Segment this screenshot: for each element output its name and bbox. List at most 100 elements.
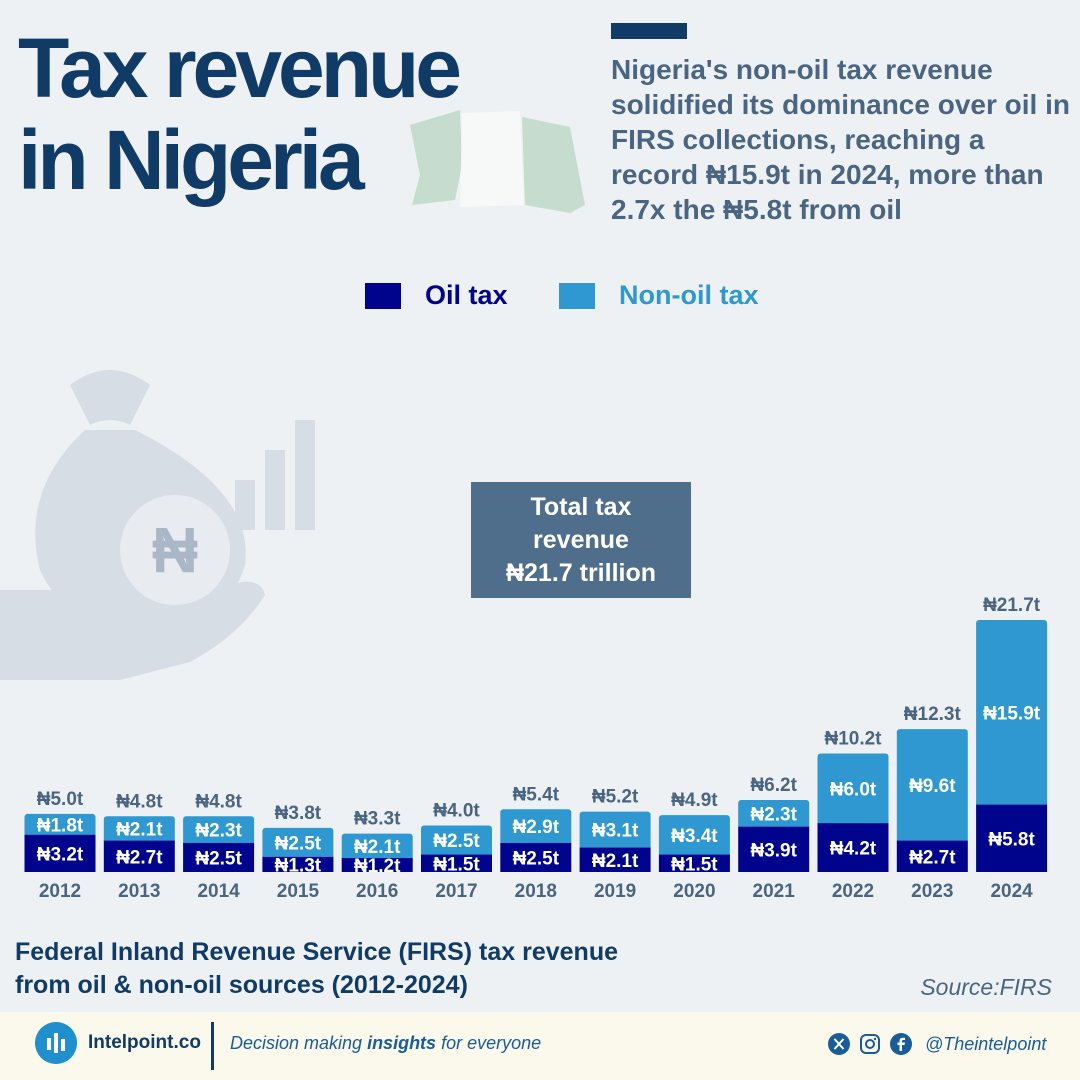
label-non-oil-2023: ₦9.6t (909, 776, 956, 797)
label-non-oil-2012: ₦1.8t (37, 815, 84, 836)
label-oil-2015: ₦1.3t (275, 855, 322, 876)
bar-oil-2022 (817, 823, 889, 872)
tick-label-2013: 2013 (118, 881, 160, 902)
bar-non-oil-2022 (817, 753, 889, 827)
label-oil-2022: ₦4.2t (830, 839, 877, 860)
tick-label-2023: 2023 (911, 881, 953, 902)
bar-non-oil-2023 (896, 729, 968, 844)
bar-non-oil-2019 (579, 811, 651, 851)
bar-oil-2012 (24, 834, 96, 872)
callout-line-3: ₦21.7 trillion (505, 558, 657, 587)
label-oil-2021: ₦3.9t (750, 840, 797, 861)
label-oil-2023: ₦2.7t (909, 847, 956, 868)
label-non-oil-2015: ₦2.5t (275, 833, 322, 854)
legend-item-non-oil: Non-oil tax (559, 280, 759, 311)
social-handle[interactable]: @Theintelpoint (925, 1033, 1047, 1054)
bar-oil-2023 (896, 840, 968, 872)
label-non-oil-2019: ₦3.1t (592, 821, 639, 842)
label-oil-2013: ₦2.7t (116, 847, 163, 868)
label-total-2024: ₦21.7t (983, 595, 1041, 616)
label-total-2017: ₦4.0t (433, 801, 480, 822)
label-oil-2017: ₦1.5t (433, 854, 480, 875)
legend-swatch-non-oil (559, 282, 595, 309)
label-non-oil-2022: ₦6.0t (830, 779, 877, 800)
label-non-oil-2021: ₦2.3t (750, 804, 797, 825)
label-oil-2012: ₦3.2t (37, 844, 84, 865)
bar-oil-2019 (579, 847, 651, 872)
social-links: @Theintelpoint (828, 1033, 1046, 1055)
bar-non-oil-2018 (500, 809, 572, 846)
page-title: Tax revenue in Nigeria (18, 21, 462, 207)
tagline: Decision making insights for everyone (230, 1033, 541, 1054)
label-total-2012: ₦5.0t (37, 789, 84, 810)
label-total-2014: ₦4.8t (195, 791, 242, 812)
bar-non-oil-2014 (183, 816, 255, 846)
bar-oil-2016 (341, 858, 413, 872)
label-non-oil-2018: ₦2.9t (513, 817, 560, 838)
tick-label-2014: 2014 (197, 881, 240, 902)
bar-non-oil-2013 (103, 816, 175, 844)
tick-label-2019: 2019 (594, 881, 636, 902)
label-non-oil-2014: ₦2.3t (195, 821, 242, 842)
bar-oil-2015 (262, 856, 334, 872)
label-oil-2020: ₦1.5t (671, 854, 718, 875)
callout-line-1: Total tax (530, 492, 632, 521)
tick-label-2024: 2024 (990, 881, 1033, 902)
legend-swatch-oil (365, 282, 401, 309)
title-line-1: Tax revenue (18, 21, 462, 115)
tick-label-2017: 2017 (435, 881, 477, 902)
facebook-icon[interactable] (890, 1033, 912, 1055)
callout-line-2: revenue (533, 525, 629, 554)
brand-name[interactable]: Intelpoint.co (88, 1032, 201, 1053)
label-oil-2024: ₦5.8t (988, 829, 1035, 850)
bar-non-oil-2015 (262, 827, 334, 860)
label-non-oil-2024: ₦15.9t (983, 703, 1041, 724)
bar-oil-2014 (183, 842, 255, 872)
tick-label-2016: 2016 (356, 881, 398, 902)
label-oil-2019: ₦2.1t (592, 851, 639, 872)
tick-label-2012: 2012 (39, 881, 81, 902)
total-revenue-callout: Total tax revenue ₦21.7 trillion (471, 482, 691, 598)
legend-label-non-oil: Non-oil tax (619, 280, 759, 310)
bar-non-oil-2012 (24, 813, 96, 838)
label-total-2021: ₦6.2t (750, 775, 797, 796)
svg-text:₦: ₦ (152, 514, 198, 586)
label-non-oil-2020: ₦3.4t (671, 826, 718, 847)
label-total-2020: ₦4.9t (671, 790, 718, 811)
label-oil-2016: ₦1.2t (354, 856, 401, 877)
tagline-pre: Decision making (230, 1033, 368, 1053)
bar-non-oil-2021 (738, 800, 810, 830)
money-bag-in-hand-icon: ₦ (0, 370, 315, 680)
subtitle: Nigeria's non-oil tax revenue solidified… (611, 54, 1070, 225)
x-icon[interactable] (828, 1033, 850, 1055)
label-total-2015: ₦3.8t (275, 803, 322, 824)
bar-non-oil-2017 (421, 825, 492, 858)
tick-label-2015: 2015 (277, 881, 320, 902)
stacked-bar-chart: ₦3.2t ₦1.8t ₦5.0t 2012 ₦2.7t ₦2.1t ₦4.8t 2013 ₦2… (24, 595, 1048, 902)
label-total-2016: ₦3.3t (354, 809, 401, 830)
tick-label-2020: 2020 (673, 881, 715, 902)
label-total-2018: ₦5.4t (513, 784, 560, 805)
intelpoint-logo-icon[interactable] (35, 1022, 77, 1064)
legend-label-oil: Oil tax (425, 280, 508, 310)
bar-oil-2020 (658, 854, 730, 872)
brand-divider (211, 1022, 214, 1070)
bar-oil-2024 (976, 804, 1048, 872)
legend-item-oil: Oil tax (365, 280, 508, 311)
bar-oil-2018 (500, 842, 572, 872)
bar-non-oil-2016 (341, 833, 413, 862)
chart-legend: Oil tax Non-oil tax (0, 280, 1080, 316)
title-line-2: in Nigeria (18, 113, 365, 207)
bar-non-oil-2020 (658, 815, 730, 858)
label-total-2019: ₦5.2t (592, 787, 639, 808)
tick-label-2022: 2022 (832, 881, 874, 902)
instagram-icon[interactable] (859, 1033, 881, 1055)
label-oil-2018: ₦2.5t (513, 848, 560, 869)
accent-bar (611, 23, 687, 39)
bar-oil-2021 (738, 826, 810, 872)
label-non-oil-2017: ₦2.5t (433, 831, 480, 852)
tick-label-2021: 2021 (753, 881, 796, 902)
label-non-oil-2016: ₦2.1t (354, 837, 401, 858)
label-oil-2014: ₦2.5t (195, 848, 242, 869)
tagline-post: for everyone (436, 1033, 542, 1053)
